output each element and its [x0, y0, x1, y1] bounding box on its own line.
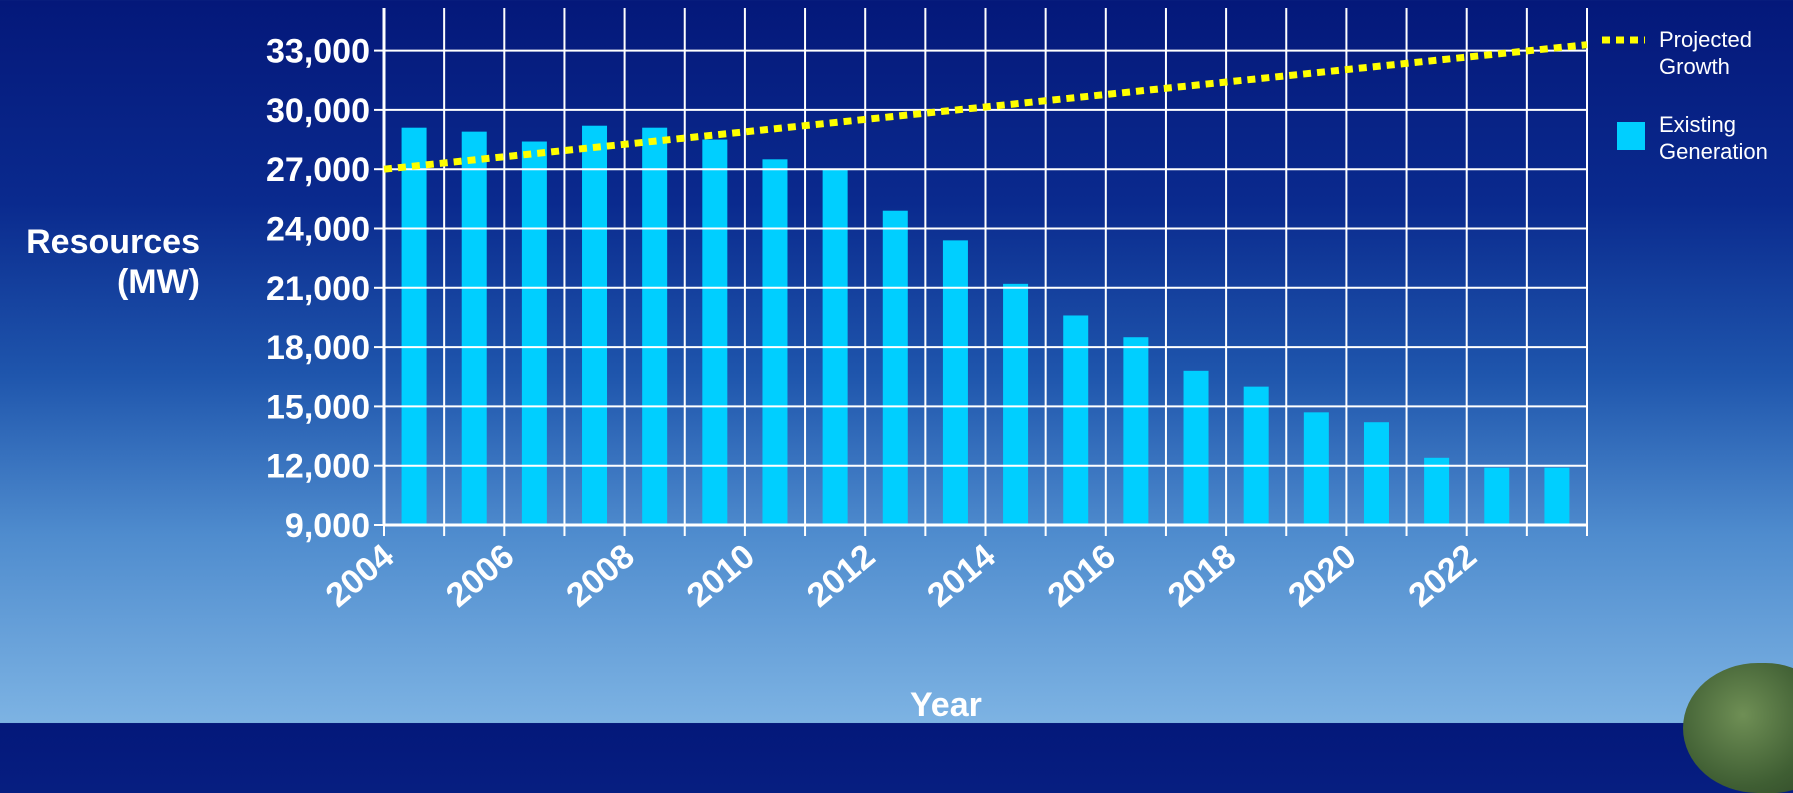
y-tick-label: 18,000: [266, 329, 370, 367]
y-tick-label: 15,000: [266, 388, 370, 426]
x-tick-label: 2020: [1281, 537, 1363, 615]
x-tick-label: 2004: [319, 537, 401, 615]
legend-label-line: Projected: [1659, 27, 1752, 52]
y-tick-label: 27,000: [266, 151, 370, 189]
y-tick-label: 30,000: [266, 92, 370, 130]
bar-existing-generation: [1123, 337, 1149, 525]
bar-existing-generation: [642, 127, 668, 525]
bar-existing-generation: [1243, 386, 1269, 525]
x-tick-label: 2018: [1161, 537, 1243, 615]
line-projected-growth: [383, 41, 1588, 173]
bar-existing-generation: [762, 159, 788, 526]
bar-existing-generation: [1363, 422, 1389, 525]
x-tick-label: 2006: [439, 537, 521, 615]
y-tick-label: 21,000: [266, 270, 370, 308]
y-axis-label-line-2: (MW): [116, 263, 200, 301]
legend-item-projected-growth: Projected Growth: [1659, 26, 1793, 80]
legend-marker-existing-generation: [1617, 122, 1645, 150]
y-axis-label: Resources (MW): [0, 222, 200, 302]
y-tick-label: 12,000: [266, 448, 370, 486]
bar-existing-generation: [702, 139, 728, 526]
legend-label-line: Generation: [1659, 139, 1768, 164]
legend-item-existing-generation: Existing Generation: [1659, 111, 1793, 165]
y-tick-label: 9,000: [285, 507, 370, 545]
legend-label-line: Existing: [1659, 112, 1737, 137]
bar-existing-generation: [1003, 283, 1029, 525]
x-tick-label: 2016: [1041, 537, 1123, 615]
y-tick-label: 33,000: [266, 33, 370, 71]
y-tick-label: 24,000: [266, 211, 370, 249]
bar-existing-generation: [461, 131, 487, 526]
bar-existing-generation: [1063, 315, 1089, 525]
bar-existing-generation: [521, 141, 547, 525]
bar-existing-generation: [401, 127, 427, 525]
bar-existing-generation: [1424, 457, 1450, 525]
x-axis-label: Year: [910, 686, 982, 724]
x-tick-label: 2012: [800, 537, 882, 615]
bar-existing-generation: [1303, 412, 1329, 525]
x-tick-label: 2008: [559, 537, 641, 615]
x-tick-label: 2022: [1401, 537, 1483, 615]
legend-label-line: Growth: [1659, 54, 1730, 79]
x-tick-label: 2014: [920, 537, 1002, 615]
bar-existing-generation: [1484, 467, 1510, 525]
chart-canvas: 9,000 12,000 15,000 18,000 21,000 24,000 27,00…: [266, 33, 1645, 615]
bar-existing-generation: [1544, 467, 1570, 525]
y-axis-label-line-1: Resources: [26, 223, 200, 261]
bar-existing-generation: [882, 210, 908, 525]
bar-existing-generation: [942, 240, 968, 526]
bar-existing-generation: [1183, 370, 1209, 525]
x-tick-label: 2010: [680, 537, 762, 615]
bar-existing-generation: [582, 125, 608, 526]
